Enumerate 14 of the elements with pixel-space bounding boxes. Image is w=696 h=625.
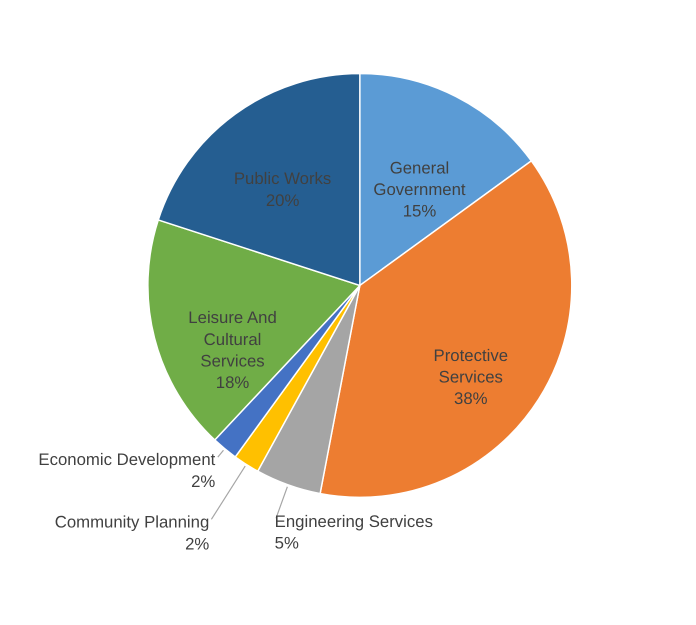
data-label: 15% bbox=[402, 202, 436, 221]
slice-label: Leisure And Cultural Services bbox=[188, 308, 277, 370]
slice-label: Protective Services bbox=[434, 346, 508, 386]
data-label: 20% bbox=[266, 190, 300, 210]
data-label: 2% bbox=[185, 534, 210, 554]
slice-label: Economic Development bbox=[38, 450, 216, 470]
slice-label: General Government bbox=[373, 158, 466, 199]
data-label: 5% bbox=[274, 534, 299, 553]
data-label: 38% bbox=[454, 389, 488, 408]
slice-label: Community Planning bbox=[54, 512, 210, 532]
slice-label: Engineering Services bbox=[274, 512, 433, 531]
data-label: 18% bbox=[216, 373, 250, 392]
data-label: 2% bbox=[191, 472, 216, 491]
slice-label: Public Works bbox=[234, 169, 332, 188]
